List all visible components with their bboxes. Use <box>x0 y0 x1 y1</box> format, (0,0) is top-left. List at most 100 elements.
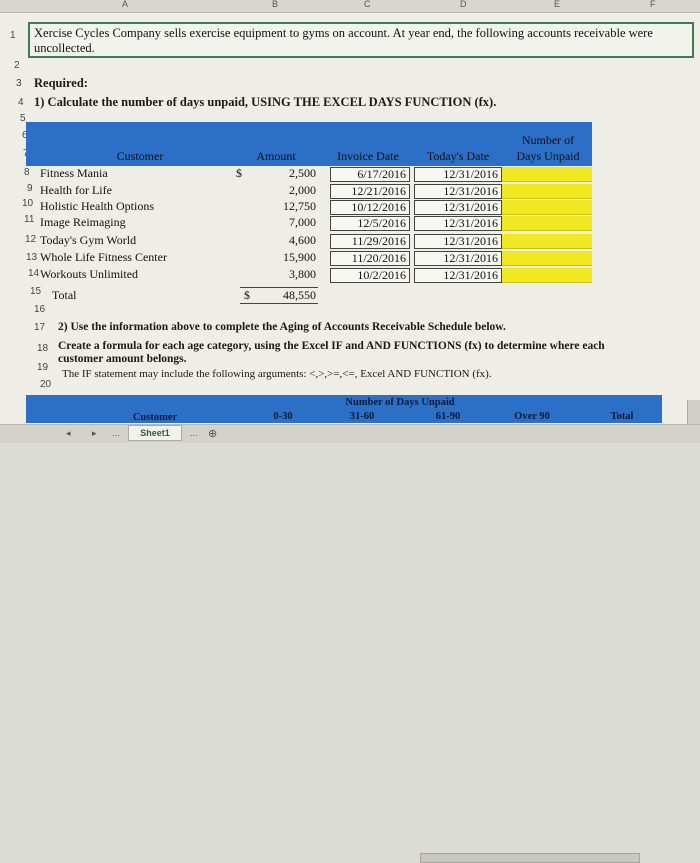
task2b-line2: customer amount belongs. <box>58 353 187 365</box>
column-header-a[interactable]: A <box>122 0 129 9</box>
customer-name[interactable]: Whole Life Fitness Center <box>40 250 167 264</box>
row-number[interactable]: 17 <box>34 322 46 333</box>
row-number[interactable]: 6 <box>22 130 28 141</box>
column-header-d[interactable]: D <box>460 0 467 9</box>
amount-cell[interactable]: 2,000 <box>289 183 316 197</box>
row-number[interactable]: 15 <box>30 286 42 297</box>
invoice-date-cell[interactable]: 11/29/2016 <box>330 234 410 249</box>
tab-more-left-icon[interactable]: ... <box>112 428 120 438</box>
todays-date-cell[interactable]: 12/31/2016 <box>414 200 502 215</box>
intro-cell[interactable]: Xercise Cycles Company sells exercise eq… <box>28 22 694 58</box>
aging-col-0-30: 0-30 <box>273 411 293 422</box>
task3-instruction: The IF statement may include the followi… <box>62 368 492 380</box>
customer-name[interactable]: Holistic Health Options <box>40 199 154 213</box>
tab-more-right-icon[interactable]: ... <box>190 428 198 438</box>
total-rule <box>240 287 318 288</box>
row-number[interactable]: 3 <box>16 78 22 89</box>
customer-name[interactable]: Health for Life <box>40 183 112 197</box>
add-sheet-icon[interactable]: ⊕ <box>208 428 218 440</box>
amount-dollar: $ <box>236 166 242 180</box>
header-todays-date: Today's Date <box>426 149 490 163</box>
header-days-line1: Number of <box>521 133 575 147</box>
row-number[interactable]: 10 <box>22 198 34 209</box>
days-unpaid-cell[interactable] <box>502 216 592 231</box>
header-customer: Customer <box>116 149 164 163</box>
row-number[interactable]: 13 <box>26 252 38 263</box>
aging-title: Number of Days Unpaid <box>345 397 455 408</box>
column-header-f[interactable]: F <box>650 0 656 9</box>
aging-header-band <box>26 395 662 423</box>
todays-date-cell[interactable]: 12/31/2016 <box>414 251 502 266</box>
customer-name[interactable]: Today's Gym World <box>40 233 137 247</box>
horizontal-scrollbar[interactable] <box>420 853 640 863</box>
row-number[interactable]: 2 <box>14 60 20 71</box>
todays-date-cell[interactable]: 12/31/2016 <box>414 167 502 182</box>
days-unpaid-cell[interactable] <box>502 234 592 249</box>
todays-date-cell[interactable]: 12/31/2016 <box>414 234 502 249</box>
vertical-scrollbar[interactable] <box>687 400 700 424</box>
customer-name[interactable]: Fitness Mania <box>40 166 108 180</box>
invoice-date-cell[interactable]: 12/5/2016 <box>330 216 410 231</box>
invoice-date-cell[interactable]: 10/12/2016 <box>330 200 410 215</box>
header-invoice-date: Invoice Date <box>337 149 399 163</box>
aging-customer: Customer <box>132 412 178 423</box>
amount-cell[interactable]: 12,750 <box>283 199 316 213</box>
amount-cell[interactable]: 4,600 <box>289 233 316 247</box>
aging-col-31-60: 31-60 <box>349 411 375 422</box>
days-unpaid-cell[interactable] <box>502 200 592 215</box>
customer-name[interactable]: Image Reimaging <box>40 215 126 229</box>
intro-text: Xercise Cycles Company sells exercise eq… <box>34 26 653 55</box>
table-header-band <box>26 122 592 166</box>
days-unpaid-cell[interactable] <box>502 167 592 182</box>
amount-cell[interactable]: 3,800 <box>289 267 316 281</box>
task2b-line1: Create a formula for each age category, … <box>58 340 605 352</box>
required-label: Required: <box>34 76 88 90</box>
row-number[interactable]: 4 <box>18 97 24 108</box>
customer-name[interactable]: Workouts Unlimited <box>40 267 139 281</box>
invoice-date-cell[interactable]: 12/21/2016 <box>330 184 410 199</box>
row-number[interactable]: 1 <box>10 30 16 41</box>
amount-cell[interactable]: 2,500 <box>289 166 316 180</box>
header-amount: Amount <box>256 149 296 163</box>
row-number[interactable]: 11 <box>24 214 35 225</box>
amount-cell[interactable]: 15,900 <box>283 250 316 264</box>
column-header-c[interactable]: C <box>364 0 371 9</box>
header-days-line2: Days Unpaid <box>516 149 580 163</box>
days-unpaid-cell[interactable] <box>502 251 592 266</box>
row-number[interactable]: 19 <box>37 362 49 373</box>
invoice-date-cell[interactable]: 11/20/2016 <box>330 251 410 266</box>
days-unpaid-cell[interactable] <box>502 184 592 199</box>
task2-instruction: 2) Use the information above to complete… <box>58 321 506 333</box>
todays-date-cell[interactable]: 12/31/2016 <box>414 216 502 231</box>
tab-next-icon[interactable]: ▸ <box>92 428 97 438</box>
invoice-date-cell[interactable]: 6/17/2016 <box>330 167 410 182</box>
row-number[interactable]: 9 <box>27 183 33 194</box>
days-unpaid-cell[interactable] <box>502 268 592 283</box>
todays-date-cell[interactable]: 12/31/2016 <box>414 268 502 283</box>
aging-col-total: Total <box>610 411 634 422</box>
column-header-b[interactable]: B <box>272 0 279 9</box>
invoice-date-cell[interactable]: 10/2/2016 <box>330 268 410 283</box>
row-number[interactable]: 16 <box>34 304 46 315</box>
task1-instruction: 1) Calculate the number of days unpaid, … <box>34 95 497 109</box>
todays-date-cell[interactable]: 12/31/2016 <box>414 184 502 199</box>
column-header-bar: A B C D E F <box>0 0 700 13</box>
total-dollar: $ <box>244 288 250 302</box>
row-number[interactable]: 8 <box>24 167 30 178</box>
tab-sheet1[interactable]: Sheet1 <box>128 425 182 441</box>
row-number[interactable]: 14 <box>28 268 40 279</box>
row-number[interactable]: 18 <box>37 343 49 354</box>
row-number[interactable]: 20 <box>40 379 52 390</box>
row-number[interactable]: 12 <box>25 234 37 245</box>
aging-col-61-90: 61-90 <box>435 411 461 422</box>
total-label: Total <box>52 288 77 302</box>
amount-cell[interactable]: 7,000 <box>289 215 316 229</box>
total-amount[interactable]: 48,550 <box>283 288 316 302</box>
row-number[interactable]: 5 <box>20 113 26 124</box>
aging-col-over-90: Over 90 <box>514 411 550 422</box>
column-header-e[interactable]: E <box>554 0 561 9</box>
sheet-tab-bar: ◂ ▸ ... Sheet1 ... ⊕ <box>0 424 700 863</box>
tab-prev-icon[interactable]: ◂ <box>66 428 71 438</box>
row-number[interactable]: 7 <box>23 148 29 159</box>
